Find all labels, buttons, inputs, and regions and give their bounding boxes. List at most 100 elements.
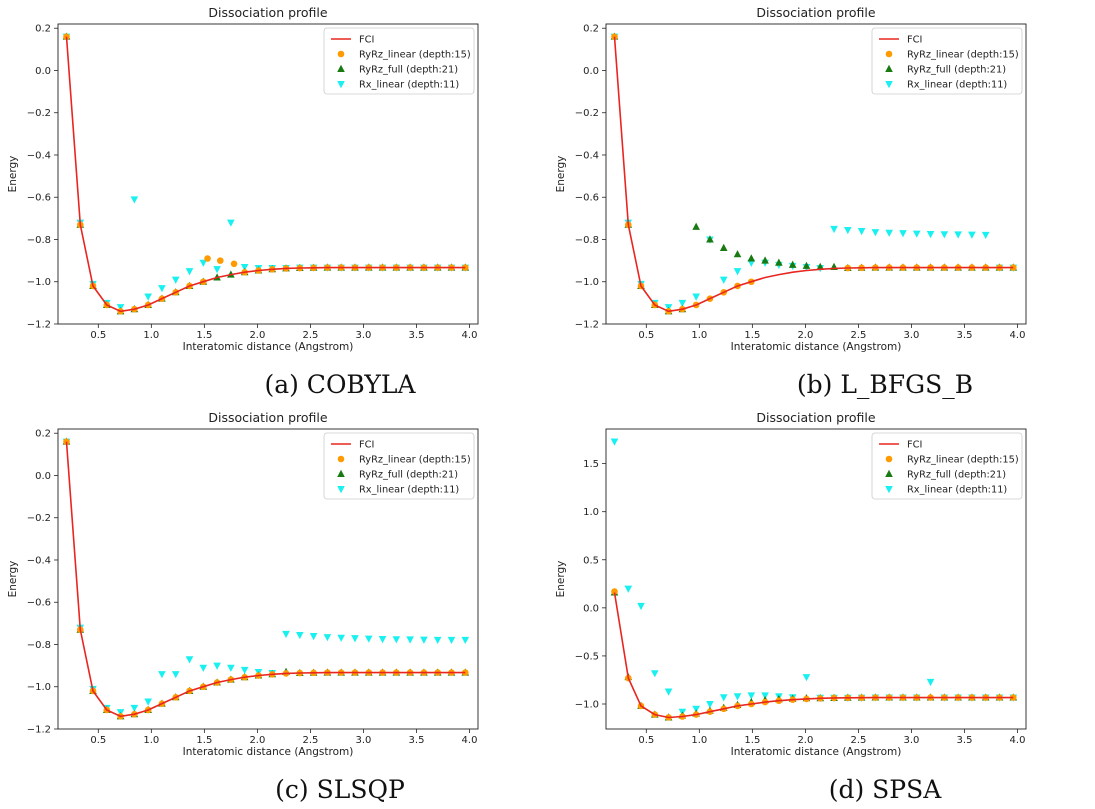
legend-label: Rx_linear (depth:11) (907, 485, 1007, 496)
data-point (420, 636, 428, 644)
legend-swatch (337, 81, 345, 89)
y-tick-label: −0.4 (27, 150, 51, 161)
data-point (63, 438, 70, 445)
legend-swatch (337, 64, 345, 72)
legend-swatch (885, 81, 893, 89)
data-point (213, 662, 221, 670)
data-point (761, 256, 769, 264)
y-tick-label: −0.8 (575, 235, 599, 246)
data-point (461, 636, 470, 645)
data-point (337, 634, 345, 642)
plot-frame (605, 428, 1027, 730)
y-tick-label: −1.2 (575, 320, 599, 331)
data-point (227, 219, 235, 227)
legend-swatch (885, 455, 893, 463)
y-tick-label: 0.5 (583, 555, 599, 566)
chart-title: Dissociation profile (208, 5, 327, 20)
data-point (130, 196, 139, 204)
y-tick-label: −0.6 (575, 193, 599, 204)
data-point (719, 694, 728, 702)
data-point (63, 33, 70, 40)
x-tick-label: 1.0 (143, 735, 159, 746)
legend-label: RyRz_full (depth:21) (359, 470, 458, 481)
data-point (747, 692, 756, 700)
series-line-fci (65, 36, 466, 313)
y-tick-label: −0.2 (575, 108, 599, 119)
x-tick-label: 2.5 (302, 735, 318, 746)
data-point (692, 705, 700, 714)
x-tick-label: 2.5 (302, 330, 318, 341)
legend-label: RyRz_linear (depth:15) (359, 50, 471, 61)
data-point (733, 268, 742, 276)
data-point (323, 634, 332, 642)
data-point (240, 263, 249, 272)
plot-frame (57, 428, 479, 730)
data-point (364, 635, 373, 643)
data-point (706, 701, 714, 709)
legend-swatch (337, 50, 345, 58)
data-point (158, 285, 166, 293)
data-point (678, 299, 687, 308)
y-tick-label: −1.2 (27, 725, 51, 736)
chart-panel: Dissociation profile 0.5 1.0 1.5 2.0 2.5 3.0 3.… (0, 405, 540, 767)
legend-label: Rx_linear (depth:11) (359, 485, 459, 496)
x-tick-label: 3.0 (904, 330, 920, 341)
data-point (611, 588, 618, 595)
plot-frame (605, 23, 1027, 325)
data-point (775, 258, 783, 266)
legend-swatch (885, 64, 893, 72)
legend-swatch (885, 50, 893, 58)
y-tick-label: 0.2 (35, 429, 51, 440)
chart-svg: Dissociation profile 0.5 1.0 1.5 2.0 2.5 3.0 3.… (7, 5, 479, 353)
plot-frame (57, 23, 479, 325)
y-tick-label: 1.5 (583, 459, 599, 470)
x-axis-label: Interatomic distance (Angstrom) (183, 746, 354, 758)
data-point (719, 243, 728, 251)
legend-label: Rx_linear (depth:11) (359, 80, 459, 91)
y-tick-label: −0.5 (575, 651, 599, 662)
y-axis-label: Energy (555, 156, 567, 193)
y-tick-label: −0.2 (27, 513, 51, 524)
x-tick-label: 3.5 (957, 735, 973, 746)
y-tick-label: −0.6 (27, 598, 51, 609)
data-point (885, 229, 893, 237)
data-point (227, 664, 235, 672)
x-tick-label: 2.0 (797, 735, 813, 746)
legend-swatch (885, 469, 893, 477)
x-tick-label: 3.0 (904, 735, 920, 746)
chart-title: Dissociation profile (208, 410, 327, 425)
legend-swatch (337, 469, 345, 477)
data-point (802, 261, 811, 269)
data-point (199, 664, 208, 672)
data-point (309, 633, 318, 641)
data-point (185, 656, 194, 664)
legend: FCI RyRz_linear (depth:15) RyRz_full (dept… (871, 27, 1023, 95)
y-tick-label: 0.2 (583, 24, 599, 35)
x-tick-label: 3.5 (409, 735, 425, 746)
y-tick-label: 0.0 (35, 66, 51, 77)
y-tick-label: −0.8 (27, 235, 51, 246)
x-tick-label: 1.5 (196, 330, 212, 341)
legend-label: FCI (359, 35, 374, 46)
x-tick-label: 3.0 (356, 330, 372, 341)
legend-label: FCI (907, 440, 922, 451)
legend-box (871, 27, 1023, 95)
x-tick-label: 1.5 (744, 735, 760, 746)
data-point (611, 33, 618, 40)
x-axis-label: Interatomic distance (Angstrom) (731, 746, 902, 758)
data-point (171, 671, 180, 679)
data-point (871, 229, 880, 237)
x-tick-label: 1.0 (143, 330, 159, 341)
x-tick-label: 4.0 (1010, 735, 1026, 746)
legend-label: RyRz_full (depth:21) (907, 470, 1006, 481)
data-point (912, 230, 921, 238)
data-point (282, 630, 290, 639)
data-point (199, 259, 208, 267)
data-point (664, 688, 673, 696)
y-tick-label: −1.0 (575, 277, 599, 288)
data-point (940, 231, 949, 239)
data-point (213, 266, 221, 274)
y-axis-label: Energy (555, 561, 567, 598)
x-tick-label: 0.5 (90, 735, 106, 746)
legend-swatch (337, 455, 345, 463)
